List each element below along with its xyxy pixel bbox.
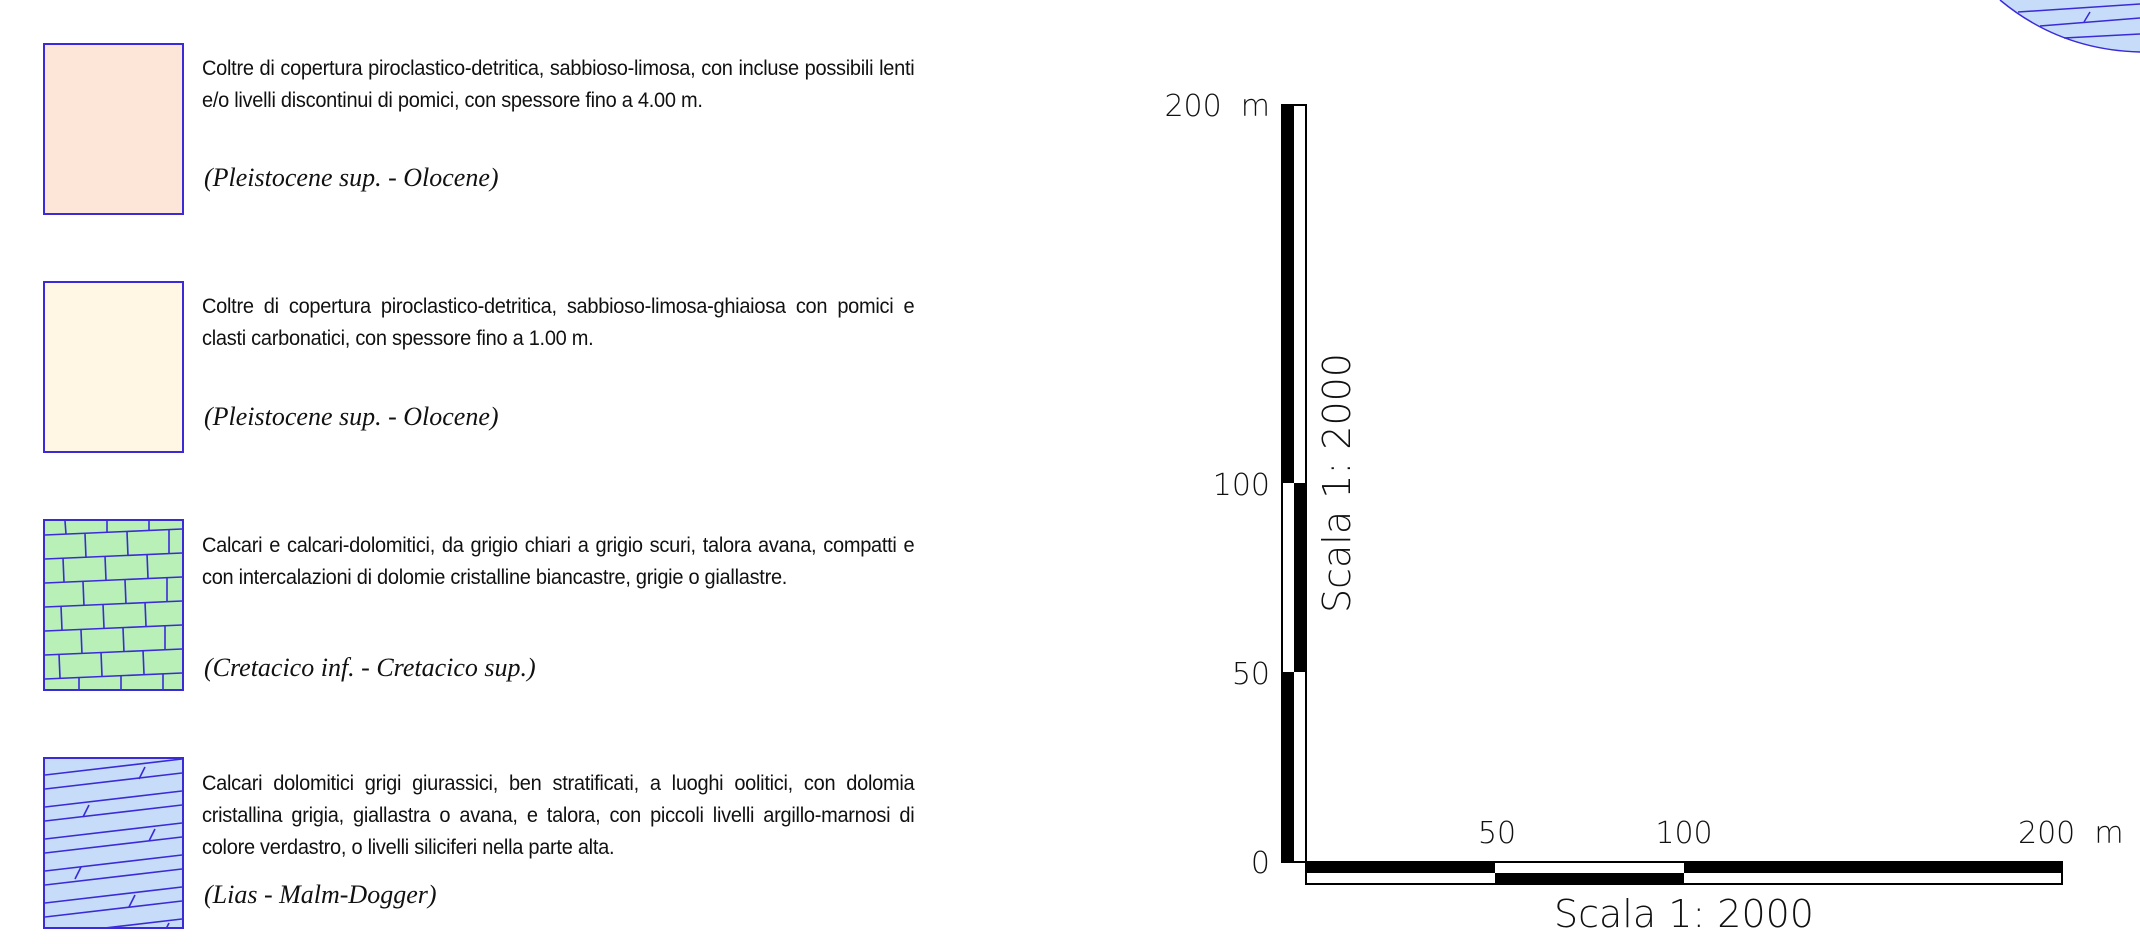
legend-swatch-pyroclastic-cover-4m — [43, 43, 184, 215]
swatch-fill — [45, 283, 182, 451]
vbar-tick-label-0: 0 — [1251, 846, 1270, 881]
vbar-tick-label-100: 100 — [1213, 468, 1270, 503]
hbar-segment-0-50 — [1306, 862, 1495, 873]
vbar-tick-label-50: 50 — [1232, 657, 1270, 692]
swatch-fill — [45, 45, 182, 213]
legend-swatch-cretaceous-limestone — [43, 519, 184, 691]
vbar-segment-50-100 — [1294, 483, 1306, 672]
legend-description: Calcari dolomitici grigi giurassici, ben… — [202, 771, 915, 859]
vbar-caption: Scala 1: 2000 — [1315, 353, 1359, 613]
vbar-tick-label-200: 200 m — [1164, 89, 1270, 124]
legend-description: Coltre di copertura piroclastico-detriti… — [202, 294, 915, 350]
vbar-segment-0-50 — [1282, 672, 1294, 862]
legend-age: (Pleistocene sup. - Olocene) — [204, 402, 499, 431]
hbar-caption: Scala 1: 2000 — [1554, 892, 1814, 936]
legend-age: (Lias - Malm-Dogger) — [204, 880, 437, 909]
vertical-scale-bar: 200 m 100 50 0 Scala 1: 2000 — [1164, 89, 1359, 881]
map-corner-pattern — [1999, 0, 2140, 53]
legend-swatch-jurassic-dolomite — [43, 757, 184, 929]
legend-age: (Pleistocene sup. - Olocene) — [204, 163, 499, 192]
hbar-tick-label-50: 50 — [1478, 816, 1516, 851]
hbar-segment-50-100 — [1495, 873, 1684, 884]
legend-description: Calcari e calcari-dolomitici, da grigio … — [202, 533, 915, 589]
hbar-tick-label-200: 200 m — [2018, 816, 2124, 851]
legend-description: Coltre di copertura piroclastico-detriti… — [202, 56, 915, 112]
hbar-tick-label-100: 100 — [1655, 816, 1712, 851]
limestone-pattern — [45, 521, 182, 689]
horizontal-scale-bar: 50 100 200 m Scala 1: 2000 — [1305, 816, 2124, 936]
dolomite-pattern — [45, 759, 182, 927]
hbar-segment-100-200 — [1684, 862, 2062, 873]
legend-age: (Cretacico inf. - Cretacico sup.) — [204, 653, 536, 682]
vbar-segment-100-200 — [1282, 105, 1294, 483]
legend-swatch-pyroclastic-cover-1m — [43, 281, 184, 453]
